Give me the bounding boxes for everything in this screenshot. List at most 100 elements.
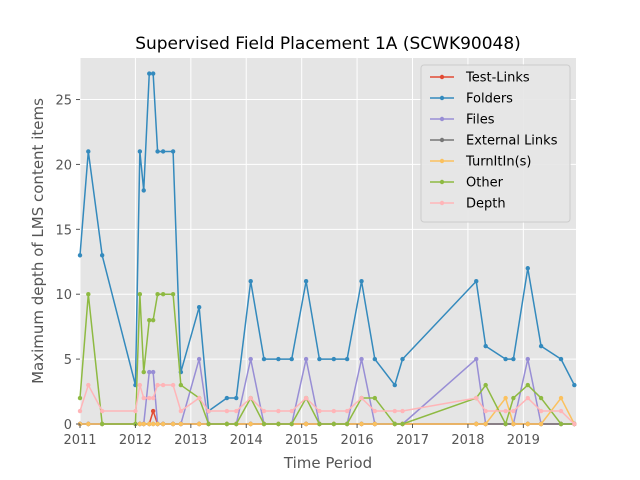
data-point-depth <box>248 395 253 401</box>
data-point-depth <box>133 408 138 414</box>
data-point-other <box>289 421 294 427</box>
data-point-turnitin-s <box>248 421 253 427</box>
data-point-depth <box>170 382 176 388</box>
data-point-folders <box>511 356 516 362</box>
data-point-depth <box>400 408 405 414</box>
data-point-folders <box>248 279 253 284</box>
y-axis-label: Maximum depth of LMS content items <box>29 98 47 384</box>
data-point-other <box>224 421 230 427</box>
data-point-turnitin-s <box>137 421 143 427</box>
data-point-depth <box>196 395 202 401</box>
data-point-depth <box>289 408 294 414</box>
data-point-depth <box>206 408 211 414</box>
data-point-depth <box>359 395 364 401</box>
data-point-folders <box>372 356 378 362</box>
series-folders <box>77 71 577 414</box>
data-point-folders <box>525 266 530 271</box>
data-point-folders <box>359 279 364 284</box>
legend-swatch-marker <box>439 137 445 143</box>
data-point-folders <box>261 356 267 362</box>
series-line-other <box>79 293 575 425</box>
data-point-other <box>170 292 176 297</box>
data-point-folders <box>317 356 322 362</box>
data-point-depth <box>150 395 156 401</box>
data-point-files <box>248 356 253 362</box>
data-point-other <box>276 421 281 427</box>
x-axis-ticks: 2011 2012 2013 2014 2015 2016 2017 2018 2019 <box>63 424 540 448</box>
legend-entry: Depth <box>466 197 506 212</box>
data-point-depth <box>538 408 544 414</box>
y-tick-label: 15 <box>55 223 72 238</box>
data-point-turnitin-s <box>538 421 544 427</box>
y-tick-label: 5 <box>64 353 72 368</box>
data-point-depth <box>503 408 508 414</box>
data-point-depth <box>558 408 564 414</box>
data-point-files <box>150 369 156 375</box>
data-point-depth <box>224 408 230 414</box>
data-point-depth <box>155 382 160 388</box>
legend-entry: Other <box>466 176 504 191</box>
data-point-folders <box>538 343 544 349</box>
data-point-depth <box>160 382 166 388</box>
data-point-folders <box>303 279 309 284</box>
data-point-turnitin-s <box>160 421 166 427</box>
legend-swatch-marker <box>439 200 445 206</box>
series-layer <box>77 71 577 427</box>
data-point-other <box>525 382 530 388</box>
legend-swatch-marker <box>439 116 445 122</box>
data-point-depth <box>483 408 488 414</box>
data-point-other <box>344 421 350 427</box>
data-point-turnitin-s <box>155 421 160 427</box>
data-point-folders <box>160 149 166 154</box>
x-tick-label: 2015 <box>285 433 318 448</box>
data-point-depth <box>137 382 143 388</box>
data-point-folders <box>137 149 143 154</box>
x-tick-label: 2016 <box>341 433 374 448</box>
data-point-depth <box>317 408 322 414</box>
data-point-depth <box>474 395 479 401</box>
x-tick-label: 2019 <box>507 433 540 448</box>
data-point-other <box>206 421 211 427</box>
data-point-depth <box>344 408 350 414</box>
data-point-files <box>474 356 479 362</box>
data-point-other <box>503 421 508 427</box>
data-point-depth <box>147 395 152 401</box>
data-point-other <box>400 421 405 427</box>
data-point-turnitin-s <box>359 421 364 427</box>
data-point-depth <box>525 395 530 401</box>
legend: Test-Links Folders Files External Links Turn… <box>420 64 571 223</box>
data-point-turnitin-s <box>86 421 91 427</box>
data-point-depth <box>331 408 337 414</box>
data-point-folders <box>558 356 564 362</box>
data-point-turnitin-s <box>150 421 156 427</box>
data-point-other <box>372 395 378 401</box>
data-point-other <box>160 292 166 297</box>
data-point-other <box>141 369 146 375</box>
y-tick-label: 0 <box>64 418 72 433</box>
data-point-depth <box>234 408 239 414</box>
data-point-files <box>359 356 364 362</box>
data-point-other <box>511 395 516 401</box>
data-point-folders <box>147 71 152 76</box>
data-point-other <box>317 421 322 427</box>
data-point-folders <box>170 149 176 154</box>
data-point-other <box>331 421 337 427</box>
chart-title: Supervised Field Placement 1A (SCWK90048… <box>135 34 521 54</box>
data-point-files <box>147 369 152 375</box>
data-point-turnitin-s <box>525 421 530 427</box>
data-point-folders <box>150 71 156 76</box>
data-point-folders <box>503 356 508 362</box>
data-point-folders <box>572 382 577 388</box>
data-point-other <box>137 292 143 297</box>
data-point-folders <box>99 253 105 258</box>
x-tick-label: 2011 <box>63 433 96 448</box>
x-tick-label: 2012 <box>119 433 152 448</box>
legend-swatch-marker <box>439 158 445 164</box>
data-point-turnitin-s <box>196 421 202 427</box>
data-point-turnitin-s <box>483 421 488 427</box>
data-point-files <box>196 356 202 362</box>
data-point-depth <box>141 395 146 401</box>
x-axis-label: Time Period <box>283 454 372 472</box>
data-point-folders <box>77 253 83 258</box>
